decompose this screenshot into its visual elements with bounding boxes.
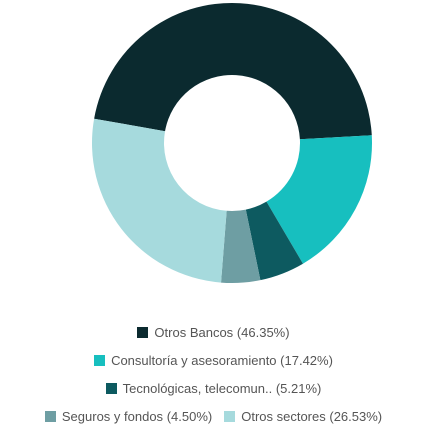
slice xyxy=(221,209,261,283)
slice xyxy=(266,135,372,264)
legend-swatch xyxy=(44,410,56,422)
slice xyxy=(94,3,372,140)
legend-swatch xyxy=(105,382,117,394)
legend-item: Seguros y fondos (4.50%) xyxy=(44,408,213,424)
legend-label: Tecnológicas, telecomun.. xyxy=(122,380,273,396)
legend-row: Seguros y fondos (4.50%) Otros sectores (… xyxy=(0,402,427,430)
legend-label: Seguros y fondos xyxy=(61,408,164,424)
legend-item: Consultoría y asesoramiento (17.42%) xyxy=(94,353,333,368)
legend-swatch xyxy=(137,326,149,338)
legend-item: Otros Bancos (46.35%) xyxy=(137,324,290,340)
legend-value: (26.53%) xyxy=(329,408,383,424)
legend-swatch xyxy=(224,410,236,422)
legend-row: Consultoría y asesoramiento (17.42%) xyxy=(0,346,427,374)
slice xyxy=(245,201,303,281)
legend-value: (17.42%) xyxy=(280,352,333,368)
donut xyxy=(92,3,372,283)
legend-label: Consultoría y asesoramiento xyxy=(111,352,277,368)
legend-item: Otros sectores (26.53%) xyxy=(224,409,382,424)
slice xyxy=(92,118,227,283)
legend-value: (46.35%) xyxy=(236,324,290,340)
legend: Otros Bancos (46.35%) Consultoría y aseso… xyxy=(0,318,427,430)
legend-label: Otros sectores xyxy=(241,408,326,424)
legend-row: Otros Bancos (46.35%) xyxy=(0,318,427,346)
legend-value: (4.50%) xyxy=(166,408,213,424)
legend-label: Otros Bancos xyxy=(154,324,234,340)
legend-item: Tecnológicas, telecomun.. (5.21%) xyxy=(105,380,322,396)
legend-swatch xyxy=(94,354,106,366)
legend-value: (5.21%) xyxy=(275,380,322,396)
legend-row: Tecnológicas, telecomun.. (5.21%) xyxy=(0,374,427,402)
